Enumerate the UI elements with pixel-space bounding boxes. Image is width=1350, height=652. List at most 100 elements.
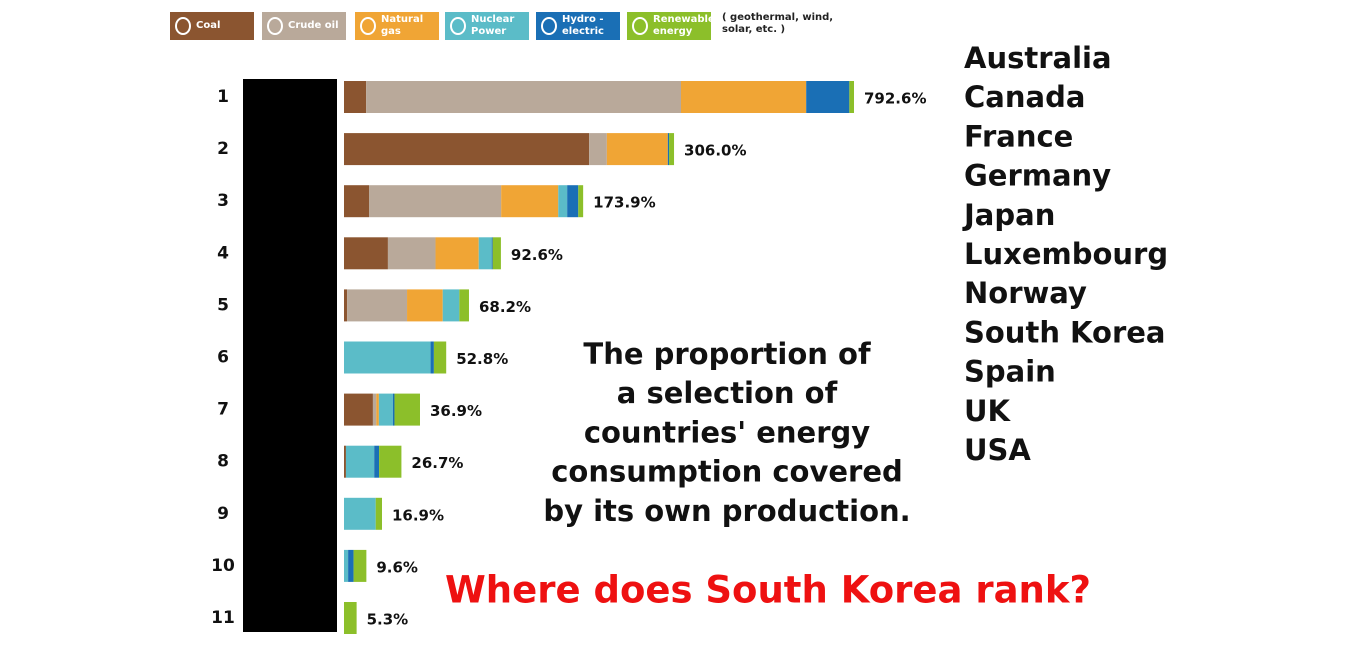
bar-segment <box>669 133 675 166</box>
rank-label: 8 <box>217 452 229 472</box>
bar-segment <box>430 341 434 374</box>
bar-segment <box>435 237 479 270</box>
country-name: Germany <box>964 159 1111 193</box>
bar-segment <box>344 393 373 426</box>
bar-segment <box>567 185 579 218</box>
country-name: South Korea <box>964 315 1166 349</box>
bar-segment <box>407 289 443 322</box>
bar-segment <box>392 393 395 426</box>
bar-segment <box>387 237 436 270</box>
legend-icon <box>360 17 376 35</box>
bar-segment <box>433 341 447 374</box>
bar-segment <box>344 549 349 582</box>
total-label: 68.2% <box>479 298 531 316</box>
total-label: 173.9% <box>593 194 655 212</box>
rank-label: 4 <box>217 243 229 263</box>
bar-segment <box>492 237 501 270</box>
bar-segment <box>372 393 377 426</box>
chart-title: The proportion of <box>583 337 871 371</box>
country-name: Luxembourg <box>964 237 1168 271</box>
bar-segment <box>376 393 379 426</box>
bar-segment <box>606 133 668 166</box>
legend-icon <box>541 17 557 35</box>
rank-label: 9 <box>217 504 229 524</box>
bar-segment <box>353 549 367 582</box>
bar-segment <box>347 289 408 322</box>
bar-segment <box>344 237 388 270</box>
legend-label: Renewable energy <box>653 14 715 37</box>
bar-segment <box>374 445 380 478</box>
bar-segment <box>345 445 375 478</box>
bar-segment <box>681 81 807 113</box>
bar-segment <box>348 549 354 582</box>
legend-item: Hydro - electric <box>536 12 620 40</box>
bar-segment <box>344 497 376 530</box>
bar-segment <box>375 497 382 530</box>
rank-label: 1 <box>217 87 229 107</box>
legend-label: Natural gas <box>381 14 424 37</box>
rank-label: 3 <box>217 191 229 211</box>
bar-segment <box>344 445 346 478</box>
bar-segment <box>667 133 670 166</box>
bar-segment <box>344 185 370 218</box>
rank-label: 7 <box>217 400 229 420</box>
bar-segment <box>344 289 348 322</box>
legend-item: Coal <box>170 12 254 40</box>
legend-item: Nuclear Power <box>445 12 529 40</box>
hidden-country-column <box>243 79 337 632</box>
bar-segment <box>378 393 393 426</box>
legend-icon <box>267 17 283 35</box>
bar-segment <box>849 81 854 113</box>
legend-icon <box>450 17 466 35</box>
bar-segment <box>379 445 402 478</box>
chart-title: a selection of <box>617 376 838 410</box>
bar-segment <box>459 289 469 322</box>
legend-item: Crude oil <box>262 12 346 40</box>
country-name: Canada <box>964 80 1085 114</box>
bar-segment <box>806 81 850 113</box>
total-label: 16.9% <box>392 506 444 524</box>
bar-segment <box>369 185 502 218</box>
rank-label: 5 <box>217 295 229 315</box>
bar-segment <box>578 185 584 218</box>
question: Where does South Korea rank? <box>445 569 1091 612</box>
legend-label: Nuclear Power <box>471 14 515 37</box>
bar-segment <box>344 602 357 634</box>
country-name: USA <box>964 433 1031 467</box>
bar-segment <box>478 237 492 270</box>
legend-icon <box>175 17 191 35</box>
chart-title: by its own production. <box>543 494 910 528</box>
country-name: Spain <box>964 355 1056 389</box>
total-label: 92.6% <box>511 246 563 264</box>
total-label: 792.6% <box>864 90 926 108</box>
legend-icon <box>632 17 648 35</box>
chart-title: countries' energy <box>584 415 870 449</box>
bar-segment <box>589 133 607 166</box>
country-name: France <box>964 119 1073 153</box>
legend-note: ( geothermal, wind, solar, etc. ) <box>722 12 834 35</box>
legend-label: Hydro - electric <box>562 14 604 37</box>
rank-label: 6 <box>217 348 229 368</box>
legend-label: Coal <box>196 20 221 31</box>
bar-segment <box>394 393 420 426</box>
bar-segment <box>344 81 367 113</box>
legend-label: Crude oil <box>288 20 339 31</box>
rank-label: 11 <box>211 608 235 628</box>
total-label: 36.9% <box>430 402 482 420</box>
chart-title: consumption covered <box>551 455 903 489</box>
total-label: 306.0% <box>684 142 746 160</box>
bar-segment <box>366 81 682 113</box>
bar-segment <box>501 185 559 218</box>
legend-item: Renewable energy <box>627 12 715 40</box>
bar-segment <box>558 185 568 218</box>
rank-label: 10 <box>211 556 235 576</box>
bar-segment <box>344 341 431 374</box>
total-label: 26.7% <box>411 454 463 472</box>
total-label: 52.8% <box>456 350 508 368</box>
country-name: Australia <box>964 41 1112 75</box>
bar-segment <box>491 237 493 270</box>
rank-label: 2 <box>217 139 229 159</box>
legend-item: Natural gas <box>355 12 439 40</box>
